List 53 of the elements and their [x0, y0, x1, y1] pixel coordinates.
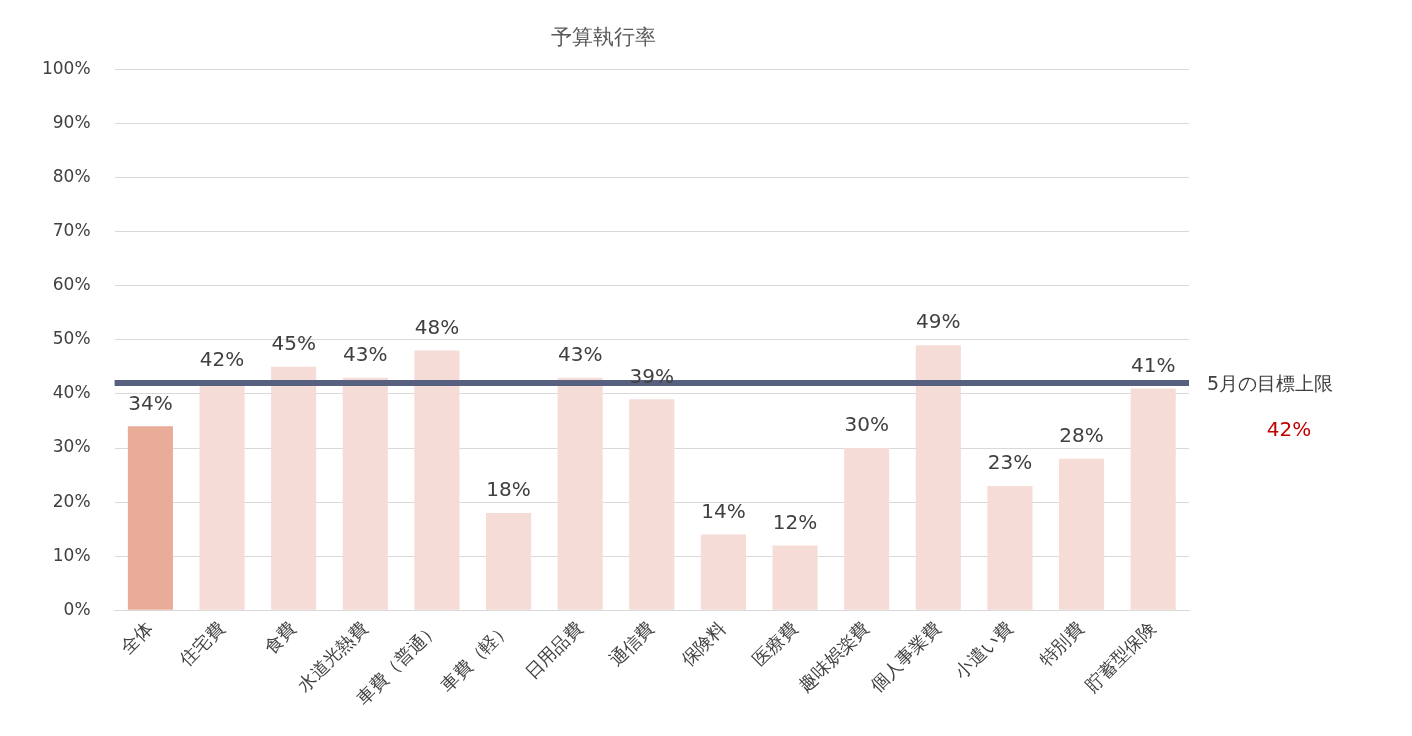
bar [557, 377, 603, 610]
bar [844, 448, 890, 610]
y-tick-label: 60% [52, 274, 91, 295]
data-label: 42% [199, 347, 245, 372]
x-tick-label: 通信費 [604, 617, 658, 671]
bar [700, 534, 746, 610]
chart-title: 予算執行率 [551, 25, 656, 50]
x-tick-label: 小遣い費 [950, 617, 1017, 684]
data-label: 49% [916, 309, 961, 334]
bar [127, 426, 173, 610]
ref-line-label: 5月の目標上限 [1207, 372, 1334, 395]
data-label: 34% [128, 390, 173, 415]
y-tick-label: 80% [52, 165, 91, 186]
x-tick-label: 車費（軽） [436, 617, 515, 696]
data-label: 23% [987, 450, 1033, 475]
x-tick-label: 日用品費 [520, 617, 587, 684]
data-label: 30% [844, 412, 889, 437]
bar [414, 350, 460, 610]
data-label: 14% [701, 498, 746, 523]
y-tick-label: 30% [52, 436, 91, 457]
data-label: 18% [486, 477, 531, 502]
bar [199, 383, 245, 610]
y-tick-label: 10% [52, 544, 91, 565]
data-label: 43% [343, 341, 388, 366]
x-tick-label: 住宅費 [174, 617, 229, 672]
data-label: 48% [414, 314, 460, 339]
x-tick-label: 特別費 [1034, 617, 1088, 671]
x-tick-label: 全体 [116, 617, 157, 658]
bar [342, 377, 388, 610]
text: 42% [1266, 417, 1312, 442]
data-label: 28% [1059, 423, 1104, 448]
y-tick-label: 0% [63, 598, 91, 619]
y-tick-label: 100% [41, 57, 91, 78]
bar [772, 545, 818, 610]
y-tick-label: 50% [52, 328, 91, 349]
bar [1130, 388, 1176, 610]
x-tick-label: 保険料 [676, 617, 730, 671]
data-label: 41% [1130, 352, 1176, 377]
x-tick-label: 食費 [259, 617, 300, 658]
bar [987, 485, 1033, 610]
y-tick-label: 40% [52, 382, 91, 403]
x-tick-label: 医療費 [748, 617, 802, 671]
bar [485, 512, 532, 610]
y-tick-label: 70% [52, 219, 91, 240]
data-label: 43% [557, 341, 603, 366]
bar [271, 366, 317, 610]
bar [915, 345, 961, 610]
bar [1059, 458, 1105, 610]
bar [629, 399, 675, 610]
data-label: 45% [271, 331, 316, 356]
data-label: 12% [772, 509, 818, 534]
y-tick-label: 90% [52, 111, 91, 132]
y-tick-label: 20% [52, 490, 91, 511]
